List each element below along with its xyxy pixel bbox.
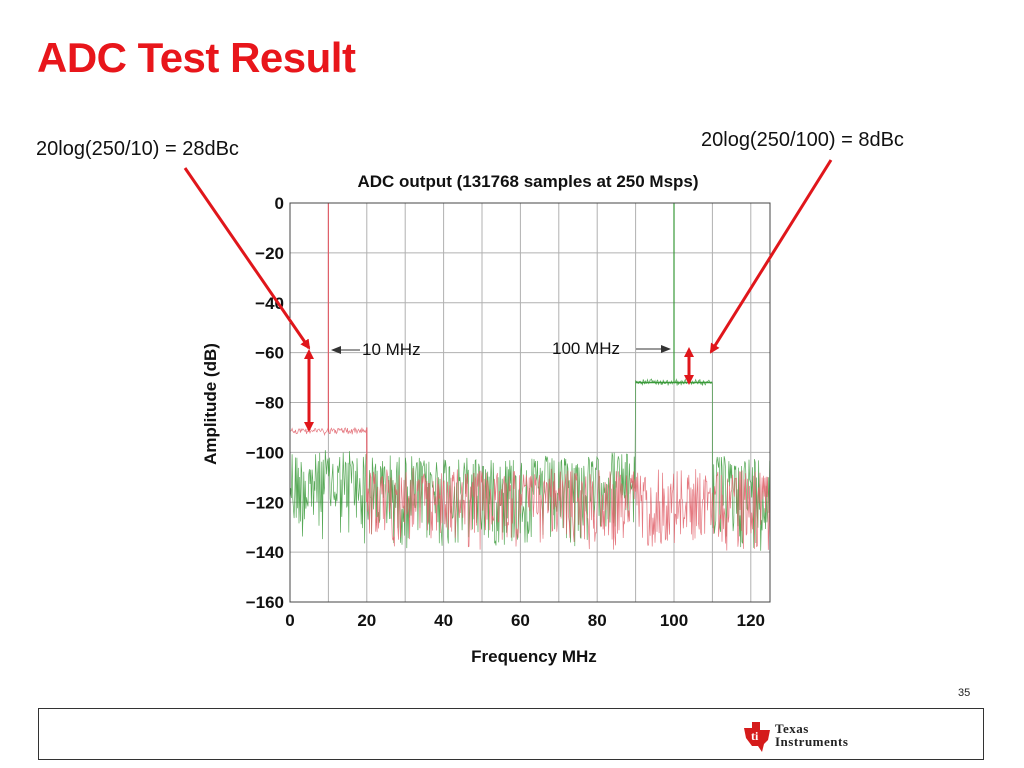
y-tick-label: −80 [255, 394, 284, 413]
chart-title: ADC output (131768 samples at 250 Msps) [357, 172, 698, 191]
page-number: 35 [958, 687, 971, 699]
formula-8dbc: 20log(250/100) = 8dBc [701, 129, 904, 151]
x-axis-label: Frequency MHz [471, 647, 597, 666]
annotation-arrow-right [709, 159, 833, 354]
plot-frame [289, 202, 771, 603]
y-tick-label: 0 [275, 194, 284, 213]
label-10mhz: 10 MHz [362, 340, 421, 359]
svg-text:ti: ti [751, 729, 759, 743]
x-tick-label: 20 [357, 611, 376, 630]
footer-bar [38, 708, 984, 760]
slide-title: ADC Test Result [37, 34, 356, 81]
series-10mhz-trace [290, 426, 770, 551]
y-axis-label: Amplitude (dB) [201, 343, 220, 465]
x-tick-label: 60 [511, 611, 530, 630]
ti-logo-line2: Instruments [775, 734, 849, 749]
y-tick-label: −140 [246, 543, 284, 562]
ti-logo-text: Texas Instruments [775, 722, 848, 748]
y-tick-label: −40 [255, 294, 284, 313]
x-tick-label: 80 [588, 611, 607, 630]
ti-logo-line1: Texas [775, 721, 809, 736]
formula-28dbc: 20log(250/10) = 28dBc [36, 138, 239, 160]
y-tick-label: −20 [255, 244, 284, 263]
y-tick-label: −60 [255, 344, 284, 363]
series-layer [290, 203, 770, 551]
y-tick-label: −100 [246, 443, 284, 462]
y-tick-label: −160 [246, 593, 284, 612]
x-tick-label: 120 [737, 611, 765, 630]
chart-grid [290, 203, 770, 602]
x-tick-label: 40 [434, 611, 453, 630]
x-tick-label: 0 [285, 611, 294, 630]
series-100mhz-trace [290, 378, 770, 551]
annotation-arrow-left [183, 167, 311, 350]
y-tick-label: −120 [246, 493, 284, 512]
label-100mhz: 100 MHz [552, 339, 620, 358]
ti-logo-icon: ti [744, 722, 770, 752]
x-tick-label: 100 [660, 611, 688, 630]
